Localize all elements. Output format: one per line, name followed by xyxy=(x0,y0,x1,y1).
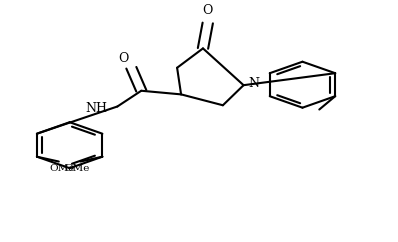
Text: O: O xyxy=(118,52,129,65)
Text: N: N xyxy=(249,77,260,91)
Text: NH: NH xyxy=(86,102,107,115)
Text: OMe: OMe xyxy=(65,164,90,173)
Text: O: O xyxy=(203,4,213,17)
Text: OMe: OMe xyxy=(49,164,74,173)
